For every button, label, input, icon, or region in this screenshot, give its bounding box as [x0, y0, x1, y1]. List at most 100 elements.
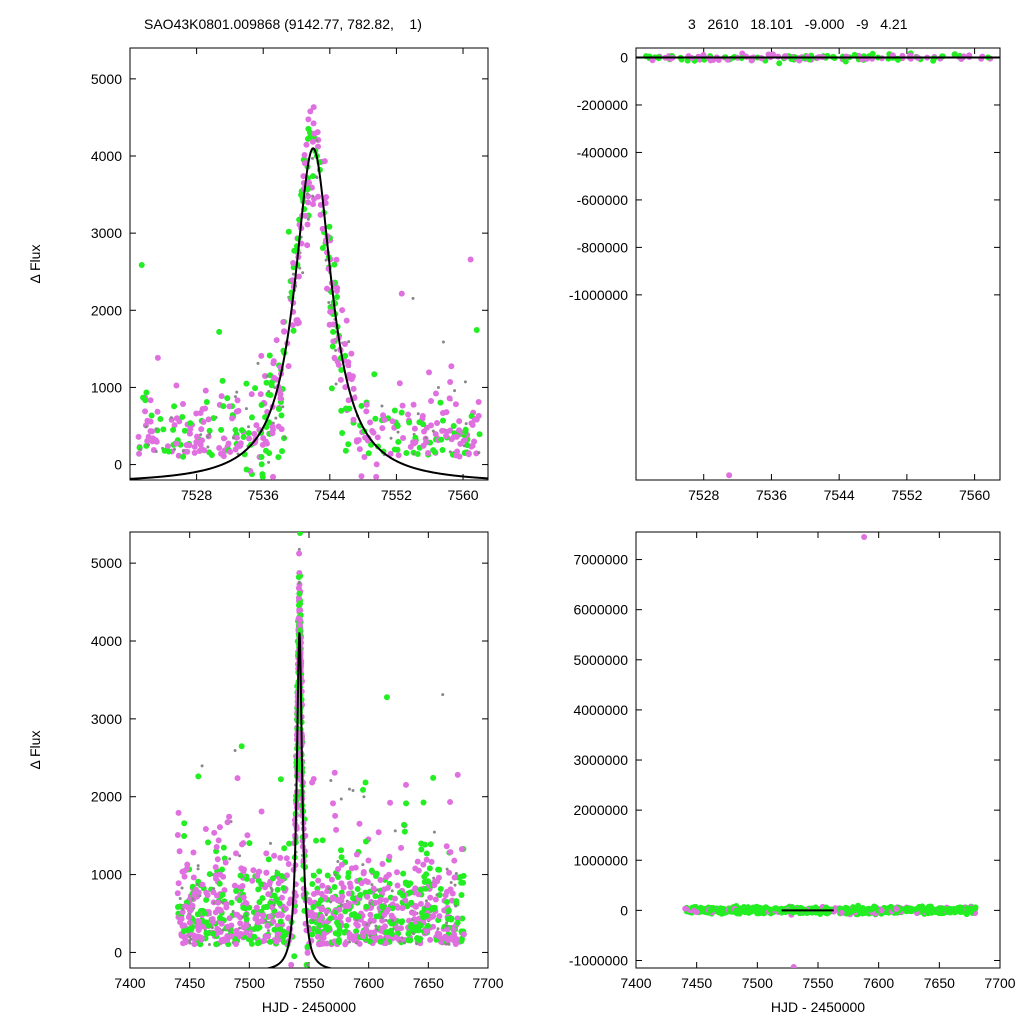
point-green [243, 380, 250, 387]
point-magenta [205, 416, 212, 423]
point-magenta [425, 450, 432, 457]
point-green [741, 909, 748, 916]
point-green [275, 454, 282, 461]
point-green [851, 905, 858, 912]
point-green [187, 420, 194, 427]
point-gray [374, 924, 378, 928]
point-green [425, 878, 432, 885]
point-magenta [420, 861, 427, 868]
point-magenta [211, 829, 218, 836]
point-green [459, 915, 466, 922]
point-gray [281, 405, 285, 409]
point-magenta [446, 869, 453, 876]
point-gray [351, 789, 355, 793]
point-magenta [218, 393, 225, 400]
point-magenta [439, 427, 446, 434]
point-magenta [223, 901, 230, 908]
point-magenta [426, 369, 433, 376]
point-magenta [377, 877, 384, 884]
point-green [290, 327, 297, 334]
point-magenta [355, 437, 362, 444]
point-magenta [253, 904, 260, 911]
point-gray [327, 887, 331, 891]
point-magenta [196, 925, 203, 932]
point-green [298, 191, 305, 198]
point-gray [347, 787, 351, 791]
point-green [313, 837, 320, 844]
point-magenta [285, 860, 292, 867]
point-green [310, 872, 317, 879]
point-magenta [297, 607, 304, 614]
point-gray [267, 390, 271, 394]
point-green [368, 867, 375, 874]
point-green [291, 953, 298, 960]
point-magenta [220, 435, 227, 442]
y-tick-label: 0 [114, 944, 122, 960]
point-gray [238, 854, 242, 858]
point-green [266, 450, 273, 457]
point-magenta [176, 848, 183, 855]
point-green [775, 906, 782, 913]
point-magenta [394, 882, 401, 889]
point-green [951, 909, 958, 916]
point-magenta [164, 443, 171, 450]
point-green [454, 919, 461, 926]
y-tick-label: 3000 [91, 225, 122, 241]
point-magenta [174, 890, 181, 897]
point-green [407, 889, 414, 896]
point-magenta [342, 341, 349, 348]
point-magenta [319, 882, 326, 889]
point-green [319, 837, 326, 844]
point-gray [424, 436, 428, 440]
point-green [219, 866, 226, 873]
point-green [359, 786, 366, 793]
point-magenta [380, 412, 387, 419]
point-magenta [248, 391, 255, 398]
point-green [201, 910, 208, 917]
point-green [218, 426, 225, 433]
point-green [427, 841, 434, 848]
point-green [252, 385, 259, 392]
point-magenta [315, 193, 322, 200]
point-magenta [435, 933, 442, 940]
point-green [203, 896, 210, 903]
point-magenta [214, 899, 221, 906]
point-magenta [432, 390, 439, 397]
point-magenta [337, 376, 344, 383]
point-magenta [198, 426, 205, 433]
point-magenta [330, 800, 337, 807]
point-magenta [392, 895, 399, 902]
point-magenta [253, 422, 260, 429]
y-tick-label: 2000 [91, 302, 122, 318]
point-magenta [193, 439, 200, 446]
point-gray [265, 374, 269, 378]
point-green [357, 892, 364, 899]
point-magenta [171, 422, 178, 429]
point-magenta [415, 867, 422, 874]
point-green [402, 879, 409, 886]
point-green [439, 447, 446, 454]
point-magenta [335, 865, 342, 872]
point-magenta [381, 416, 388, 423]
point-magenta [296, 550, 303, 557]
point-gray [327, 300, 331, 304]
point-gray [244, 407, 248, 411]
point-green [720, 910, 727, 917]
point-magenta [700, 51, 707, 58]
point-magenta [309, 138, 316, 145]
point-magenta [392, 934, 399, 941]
plot-frame [635, 47, 1001, 481]
point-magenta [277, 395, 284, 402]
data-points [682, 534, 979, 968]
point-gray [301, 271, 305, 275]
point-gray [348, 940, 352, 944]
point-gray [267, 460, 271, 464]
point-magenta [261, 937, 268, 944]
point-magenta [301, 160, 308, 167]
x-tick-label: 7500 [742, 975, 773, 991]
point-magenta [693, 909, 700, 916]
point-green [401, 821, 408, 828]
point-green [767, 906, 774, 913]
point-magenta [419, 412, 426, 419]
point-green [254, 940, 261, 947]
